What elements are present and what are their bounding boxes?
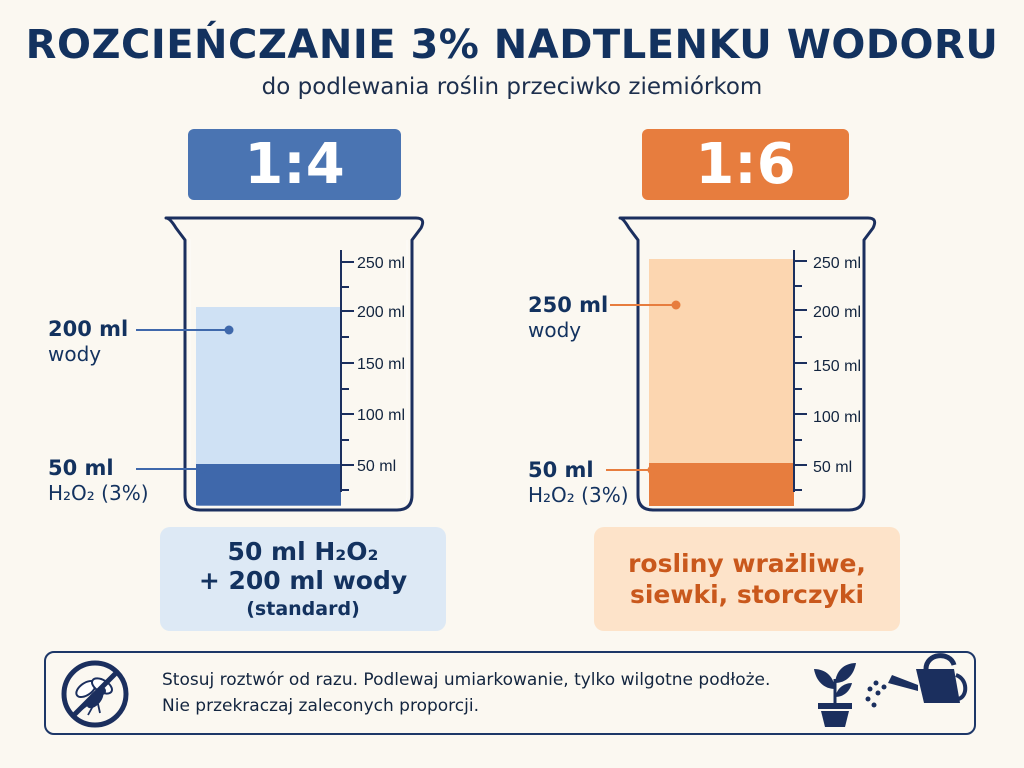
ratio-badge-1-4: 1:4 [188,129,401,200]
right-h2o2-amount: 50 ml [528,458,594,482]
note-line1: Stosuj roztwór od razu. Podlewaj umiarko… [162,670,771,690]
right-summary-line1: rosliny wrażliwe, [628,548,866,578]
left-water-text: wody [48,342,102,367]
right-scale-100: 100 ml [813,409,861,426]
left-scale-250: 250 ml [357,255,405,272]
right-summary-line2: siewki, storczyki [629,580,865,609]
watering-can-icon [865,653,968,708]
usage-note: Stosuj roztwór od razu. Podlewaj umiarko… [44,651,976,735]
right-scale-150: 150 ml [813,358,861,375]
left-scale-150: 150 ml [357,356,405,373]
left-water-amount: 200 ml [48,317,129,341]
left-scale-100: 100 ml [357,407,405,424]
right-water-label: 250 ml wody [528,293,608,342]
right-beaker: 250 ml 200 ml 150 ml 100 ml 50 ml [606,216,877,512]
left-water-fill [196,307,341,464]
right-summary-box: rosliny wrażliwe, siewki, storczyki [594,527,900,631]
page-subtitle: do podlewania roślin przeciwko ziemiórko… [261,74,763,100]
left-summary-line1: 50 ml H₂O₂ [227,537,379,567]
note-line2: Nie przekraczaj zaleconych proporcji. [162,696,479,717]
left-h2o2-amount: 50 ml [48,456,114,480]
left-scale-200: 200 ml [357,304,405,321]
right-h2o2-fill [649,463,794,506]
right-h2o2-label: 50 ml H₂O₂ (3%) [528,458,629,507]
right-water-amount: 250 ml [528,293,609,317]
right-beaker-outline [618,216,877,512]
right-scale-250: 250 ml [813,255,861,272]
left-summary-line3: (standard) [246,597,360,620]
right-h2o2-text: H₂O₂ (3%) [528,483,629,508]
left-beaker-outline [164,216,425,512]
left-summary-box: 50 ml H₂O₂ + 200 ml wody (standard) [160,527,446,631]
page-title: ROZCIEŃCZANIE 3% NADTLENKU WODORU [25,22,999,68]
left-h2o2-fill [196,464,341,506]
left-water-label: 200 ml wody [48,317,128,366]
right-water-fill [649,259,794,463]
right-scale-50: 50 ml [813,459,852,476]
left-h2o2-text: H₂O₂ (3%) [48,481,149,506]
left-h2o2-label: 50 ml H₂O₂ (3%) [48,456,149,505]
potted-plant-icon [814,663,856,727]
left-summary-line2: + 200 ml wody [198,566,408,595]
right-scale-200: 200 ml [813,304,861,321]
no-fungus-gnat-icon [61,660,129,728]
left-beaker: 250 ml 200 ml 150 ml 100 ml 50 ml [136,216,425,512]
right-water-text: wody [528,318,582,343]
note-text: Stosuj roztwór od razu. Podlewaj umiarko… [162,667,770,720]
left-scale-50: 50 ml [357,458,396,475]
ratio-badge-1-6: 1:6 [642,129,849,200]
